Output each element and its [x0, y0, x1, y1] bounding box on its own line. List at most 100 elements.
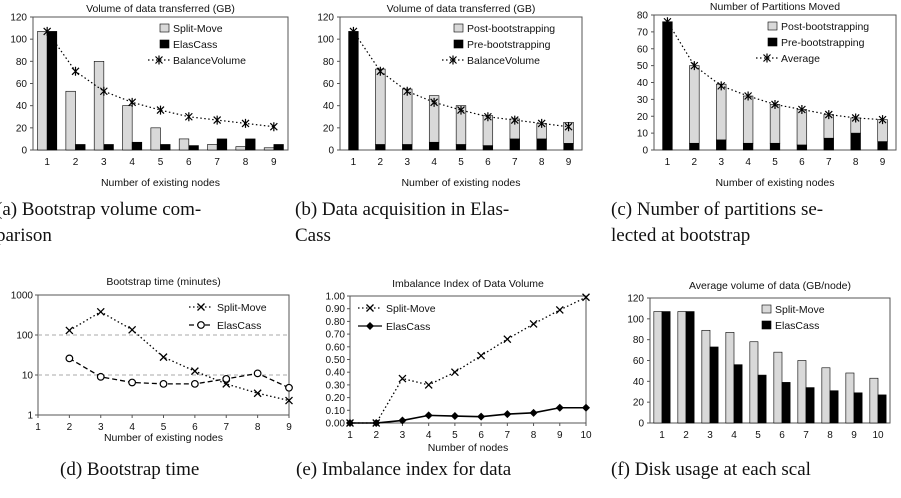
point-elascass-2 — [65, 354, 74, 363]
x-tick-label: 7 — [223, 422, 229, 433]
x-tick-label: 5 — [158, 157, 164, 168]
legend-symbol — [159, 39, 170, 49]
x-tick-label: 3 — [101, 157, 107, 168]
chart-title: Volume of data transferred (GB) — [387, 3, 536, 15]
bar-split-move-7 — [797, 360, 807, 424]
bar-post-bootstrapping-3 — [402, 88, 413, 145]
x-tick-label: 2 — [683, 430, 689, 441]
figure-caption: (e) Imbalance index for data — [296, 459, 512, 480]
legend-label: Pre-bootstrapping — [467, 39, 551, 51]
point-elascass-10 — [582, 403, 590, 412]
x-tick-label: 7 — [505, 430, 511, 441]
x-tick-label: 9 — [566, 157, 572, 168]
bar-pre-bootstrapping-5 — [455, 144, 467, 151]
point-average-5 — [771, 99, 779, 109]
bar-elascass-7 — [805, 387, 815, 424]
legend-marker — [366, 304, 374, 312]
bar-post-bootstrapping-6 — [796, 109, 808, 146]
point-elascass-7 — [503, 410, 512, 419]
point-balancevolume-4 — [128, 97, 137, 107]
bar-elascass-7 — [216, 138, 228, 151]
bar-elascass-4 — [131, 141, 143, 151]
bar-pre-bootstrapping-6 — [796, 144, 808, 151]
x-tick-label: 3 — [98, 422, 104, 433]
legend-symbol — [767, 37, 778, 47]
point-split-move-5 — [159, 353, 168, 362]
bar-split-move-6 — [773, 351, 783, 424]
point-average-1 — [663, 17, 672, 27]
y-tick-label: 80 — [323, 57, 335, 68]
point-split-move-8 — [529, 319, 538, 328]
bar-pre-bootstrapping-5 — [769, 142, 781, 151]
bar-split-move-4 — [122, 105, 133, 151]
y-tick-label: 120 — [627, 294, 644, 305]
point-average-2 — [690, 61, 699, 71]
legend-label: ElasCass — [217, 320, 261, 332]
point-split-move-4 — [424, 380, 433, 389]
bar-split-move-9 — [263, 147, 275, 151]
point-balancevolume-1 — [349, 26, 358, 36]
x-tick-label: 5 — [458, 157, 464, 168]
point-balancevolume-6 — [184, 112, 193, 122]
bar-pre-bootstrapping-2 — [375, 144, 386, 151]
figure-caption: lected at bootstrap — [611, 225, 750, 246]
x-tick-label: 9 — [880, 157, 886, 168]
legend-label: Average — [781, 53, 820, 65]
y-tick-label: 0.70 — [326, 330, 346, 341]
chart-title: Average volume of data (GB/node) — [689, 280, 851, 292]
point-elascass-6 — [190, 379, 199, 388]
bar-pre-bootstrapping-4 — [742, 142, 754, 151]
bar-elascass-5 — [160, 144, 171, 151]
y-tick-label: 0.40 — [326, 368, 346, 379]
series-line-balancevolume — [46, 31, 274, 128]
bar-elascass-4 — [733, 364, 743, 424]
y-tick-label: 40 — [633, 377, 645, 388]
x-tick-label: 6 — [192, 422, 198, 433]
x-tick-label: 3 — [718, 157, 724, 168]
bar-split-move-10 — [869, 377, 879, 424]
bar-post-bootstrapping-5 — [769, 104, 781, 144]
bar-pre-bootstrapping-4 — [428, 141, 440, 151]
bar-split-move-2 — [65, 90, 76, 151]
bar-split-move-5 — [749, 341, 759, 424]
figure-caption: (c) Number of partitions se- — [611, 199, 823, 220]
chart-a: Volume of data transferred (GB) 0 20 40 60 80… — [0, 3, 289, 246]
point-average-8 — [851, 113, 860, 123]
x-tick-label: 1 — [35, 422, 41, 433]
bar-split-move-8 — [821, 367, 831, 424]
chart-title: Number of Partitions Moved — [710, 1, 840, 13]
y-tick-label: 0.20 — [326, 393, 346, 404]
y-tick-label: 0.00 — [326, 419, 346, 430]
bar-pre-bootstrapping-2 — [689, 142, 700, 151]
y-tick-label: 80 — [16, 57, 28, 68]
legend-marker — [449, 55, 457, 65]
point-elascass-4 — [128, 378, 137, 387]
point-elascass-7 — [222, 374, 231, 383]
x-tick-label: 6 — [485, 157, 491, 168]
figure-caption: Cass — [295, 225, 331, 246]
x-axis-label: Number of existing nodes — [715, 177, 834, 189]
y-tick-label: 0 — [638, 419, 644, 430]
legend-symbol — [756, 53, 778, 63]
point-split-move-5 — [450, 368, 459, 377]
y-tick-label: 60 — [16, 79, 28, 90]
bar-elascass-1 — [46, 31, 58, 151]
point-average-4 — [744, 91, 753, 101]
figure-caption: (a) Bootstrap volume com- — [0, 199, 201, 220]
legend-label: Split-Move — [173, 23, 223, 35]
bar-split-move-2 — [677, 311, 687, 424]
x-tick-label: 7 — [214, 157, 220, 168]
point-split-move-4 — [128, 325, 137, 334]
legend-label: ElasCass — [386, 321, 430, 333]
x-tick-label: 4 — [129, 157, 135, 168]
bar-pre-bootstrapping-7 — [823, 137, 834, 151]
y-tick-label: 50 — [637, 61, 649, 72]
y-tick-label: 0.10 — [326, 406, 346, 417]
bar-post-bootstrapping-2 — [375, 68, 386, 145]
x-tick-label: 1 — [665, 157, 671, 168]
y-tick-label: 100 — [16, 331, 33, 342]
y-tick-label: 40 — [16, 101, 28, 112]
point-elascass-1 — [346, 419, 354, 427]
bar-split-move-7 — [207, 144, 218, 151]
